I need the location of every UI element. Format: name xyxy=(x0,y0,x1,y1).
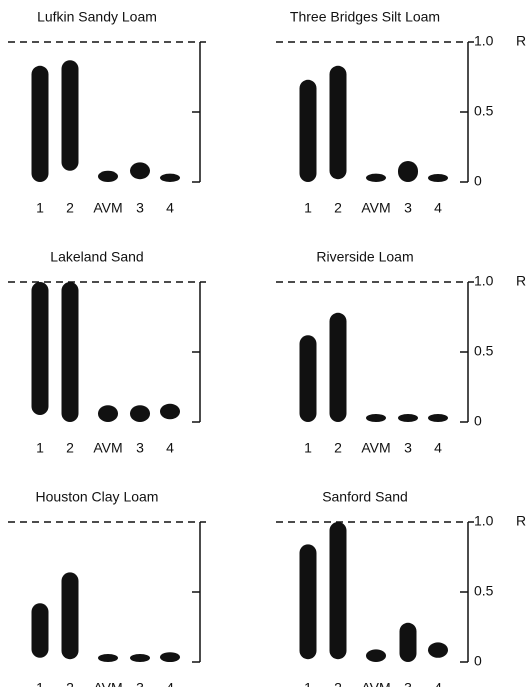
spot xyxy=(398,161,418,182)
lane-label: AVM xyxy=(361,440,390,456)
spot xyxy=(428,642,448,657)
spot xyxy=(32,66,49,182)
lane-label: 2 xyxy=(334,680,342,687)
lane-label: 1 xyxy=(304,200,312,216)
spot xyxy=(398,414,418,422)
lane-label: 3 xyxy=(404,680,412,687)
lane-label: 1 xyxy=(36,680,44,687)
spot xyxy=(366,649,386,662)
spot xyxy=(330,313,347,422)
spot xyxy=(62,572,79,659)
spot xyxy=(160,174,180,182)
lane-label: 3 xyxy=(136,440,144,456)
y-tick-label: 1.0 xyxy=(474,513,494,529)
lane-label: 4 xyxy=(434,440,442,456)
y-tick-label: 1.0 xyxy=(474,33,494,49)
spot xyxy=(160,652,180,662)
lane-label: 3 xyxy=(136,200,144,216)
y-tick-label: 0.5 xyxy=(474,343,494,359)
lane-label: 2 xyxy=(66,440,74,456)
spot xyxy=(300,544,317,659)
y-tick-label: 0.5 xyxy=(474,103,494,119)
lane-label: 3 xyxy=(404,440,412,456)
lane-label: 1 xyxy=(36,200,44,216)
lane-label: AVM xyxy=(361,200,390,216)
y-tick-label: 0 xyxy=(474,413,482,429)
spot xyxy=(130,162,150,179)
lane-label: 4 xyxy=(166,200,174,216)
spot xyxy=(98,405,118,422)
spot xyxy=(428,174,448,182)
lane-label: 4 xyxy=(434,680,442,687)
spot xyxy=(98,654,118,662)
lane-label: 1 xyxy=(36,440,44,456)
spot xyxy=(98,171,118,182)
panel-title: Riverside Loam xyxy=(316,249,413,265)
y-axis-label: Rf xyxy=(516,513,526,529)
panel-title: Lakeland Sand xyxy=(50,249,143,265)
spot xyxy=(330,522,347,659)
y-tick-label: 0 xyxy=(474,653,482,669)
lane-label: 1 xyxy=(304,440,312,456)
lane-label: AVM xyxy=(93,680,122,687)
spot xyxy=(300,335,317,422)
y-tick-label: 0 xyxy=(474,173,482,189)
lane-label: 3 xyxy=(136,680,144,687)
lane-label: AVM xyxy=(93,440,122,456)
spot xyxy=(130,405,150,422)
spot xyxy=(300,80,317,182)
lane-label: 2 xyxy=(66,680,74,687)
spot xyxy=(428,414,448,422)
lane-label: AVM xyxy=(93,200,122,216)
y-axis-label: Rf xyxy=(516,273,526,289)
lane-label: 3 xyxy=(404,200,412,216)
lane-label: 4 xyxy=(166,440,174,456)
spot xyxy=(62,282,79,422)
spot xyxy=(160,404,180,419)
lane-label: 2 xyxy=(334,200,342,216)
figure: Lufkin Sandy Loam 1 2 AVM 3 4 Three Bridges Si… xyxy=(0,0,526,687)
lane-label: 2 xyxy=(334,440,342,456)
y-axis-label: Rf xyxy=(516,33,526,49)
panel-title: Sanford Sand xyxy=(322,489,408,505)
lane-label: 4 xyxy=(434,200,442,216)
spot xyxy=(32,282,49,415)
panel-title: Houston Clay Loam xyxy=(36,489,159,505)
spot xyxy=(330,66,347,179)
panel-title: Lufkin Sandy Loam xyxy=(37,9,157,25)
spot xyxy=(366,174,386,182)
spot xyxy=(366,414,386,422)
lane-label: 1 xyxy=(304,680,312,687)
spot xyxy=(130,654,150,662)
spot xyxy=(32,603,49,658)
y-tick-label: 1.0 xyxy=(474,273,494,289)
lane-label: 2 xyxy=(66,200,74,216)
panel-title: Three Bridges Silt Loam xyxy=(290,9,440,25)
spot xyxy=(62,60,79,171)
spot xyxy=(400,623,417,662)
y-tick-label: 0.5 xyxy=(474,583,494,599)
lane-label: AVM xyxy=(361,680,390,687)
lane-label: 4 xyxy=(166,680,174,687)
